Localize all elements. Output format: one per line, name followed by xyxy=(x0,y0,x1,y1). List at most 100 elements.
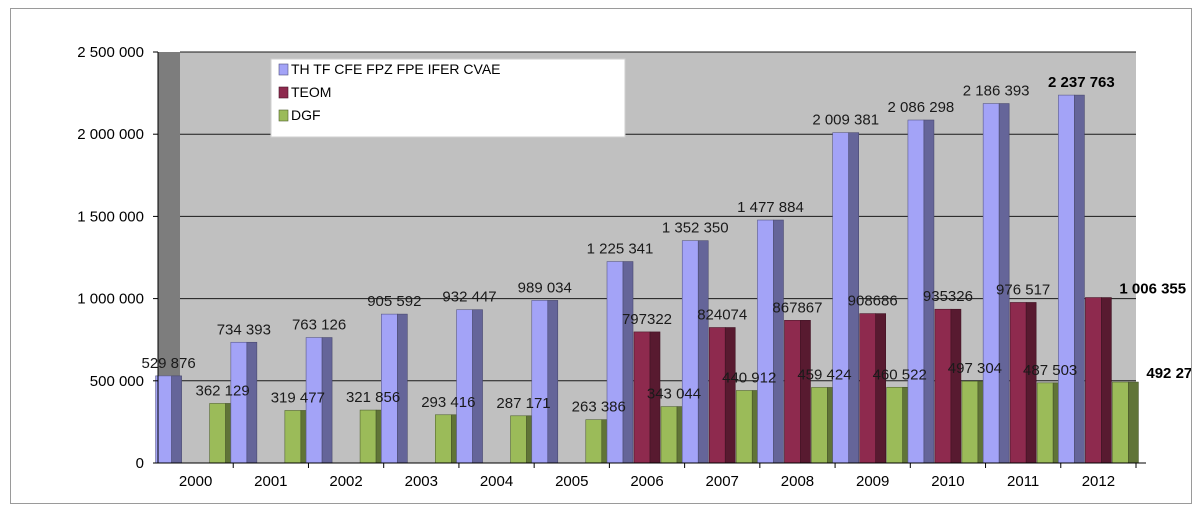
legend-swatch xyxy=(278,109,289,122)
bar-side xyxy=(1101,297,1112,464)
bar xyxy=(435,414,452,464)
bar xyxy=(1112,381,1129,464)
x-tick-label: 2011 xyxy=(1007,473,1039,490)
x-tick-label: 2007 xyxy=(706,473,739,490)
bar-side xyxy=(724,327,736,464)
data-label: 1 006 355 xyxy=(1119,281,1186,298)
legend: TH TF CFE FPZ FPE IFER CVAE TEOM DGF xyxy=(270,58,626,138)
data-label: 867867 xyxy=(772,299,822,316)
bar-side xyxy=(547,300,559,464)
data-label: 362 129 xyxy=(195,382,249,399)
bar xyxy=(531,300,549,464)
data-label: 734 393 xyxy=(217,321,271,338)
data-label: 2 086 298 xyxy=(888,99,955,116)
data-label: 440 912 xyxy=(722,370,776,387)
data-label: 1 352 350 xyxy=(662,220,729,237)
x-tick-label: 2002 xyxy=(329,473,362,490)
data-label: 492 278 xyxy=(1146,365,1191,382)
chart-frame: 529 876 362 129 734 393 319 477 763 126 321 8… xyxy=(10,8,1192,504)
data-label: 497 304 xyxy=(948,360,1002,377)
bar xyxy=(359,409,377,464)
data-label: 529 876 xyxy=(141,355,195,372)
bar xyxy=(209,403,226,464)
data-label: 319 477 xyxy=(271,389,325,406)
bar-side xyxy=(1074,94,1085,464)
data-label: 263 386 xyxy=(572,399,626,416)
bar-side xyxy=(472,309,483,464)
axes: 0 500 000 1 000 000 1 500 000 2 000 000 2 500… xyxy=(77,44,1146,490)
bar xyxy=(961,380,979,464)
x-tick-label: 2001 xyxy=(254,473,287,490)
bar-side xyxy=(622,261,634,464)
data-label: 989 034 xyxy=(518,279,572,296)
data-label: 2 237 763 xyxy=(1048,74,1115,91)
data-label: 935326 xyxy=(923,288,973,305)
bar xyxy=(907,119,925,464)
bar xyxy=(832,132,849,464)
bar xyxy=(811,387,828,464)
bar xyxy=(708,327,726,464)
bar-side xyxy=(1025,302,1037,464)
bar-side xyxy=(1128,381,1139,464)
bars xyxy=(155,94,1139,464)
data-label: 797322 xyxy=(622,311,672,328)
bar-side xyxy=(800,320,811,464)
legend-swatch xyxy=(278,86,289,99)
data-label: 976 517 xyxy=(996,281,1050,298)
bar xyxy=(1009,302,1027,464)
data-label: 287 171 xyxy=(496,395,550,412)
data-label: 908686 xyxy=(848,293,898,310)
bar-side xyxy=(697,240,709,464)
x-tick-label: 2009 xyxy=(856,473,889,490)
data-label: 321 856 xyxy=(346,389,400,406)
data-label: 824074 xyxy=(697,307,747,324)
y-tick-label: 500 000 xyxy=(90,373,144,390)
bar xyxy=(934,308,952,464)
x-tick-label: 2012 xyxy=(1082,473,1115,490)
bar xyxy=(606,261,624,464)
bar-side xyxy=(773,219,784,464)
data-label: 763 126 xyxy=(292,317,346,334)
data-label: 932 447 xyxy=(442,289,496,306)
y-tick-label: 1 000 000 xyxy=(77,291,144,308)
bar xyxy=(660,406,678,464)
bar xyxy=(735,390,753,464)
data-label: 1 477 884 xyxy=(737,199,804,216)
bar-side xyxy=(171,375,182,464)
x-tick-label: 2000 xyxy=(179,473,212,490)
bar xyxy=(284,410,302,464)
bar-side xyxy=(950,308,962,464)
data-label: 2 009 381 xyxy=(812,112,879,129)
bar-side xyxy=(246,341,258,464)
bar xyxy=(1058,94,1075,464)
bar xyxy=(510,415,527,464)
x-tick-label: 2008 xyxy=(781,473,814,490)
bar xyxy=(1085,297,1102,464)
data-label: 460 522 xyxy=(873,366,927,383)
bar xyxy=(784,320,801,464)
plot-side-wall xyxy=(158,52,180,463)
data-label: 1 225 341 xyxy=(587,241,654,258)
data-label: 2 186 393 xyxy=(963,83,1030,100)
legend-label: DGF xyxy=(291,107,321,123)
y-tick-label: 0 xyxy=(136,455,144,472)
bar-side xyxy=(875,313,886,464)
legend-box xyxy=(270,58,626,138)
y-tick-label: 1 500 000 xyxy=(77,208,144,225)
bar xyxy=(1036,382,1054,464)
data-label: 459 424 xyxy=(797,366,851,383)
legend-label: TH TF CFE FPZ FPE IFER CVAE xyxy=(291,61,501,77)
data-label: 905 592 xyxy=(367,293,421,310)
data-label: 487 503 xyxy=(1023,362,1077,379)
legend-label: TEOM xyxy=(291,84,331,100)
bar xyxy=(456,309,473,464)
bar xyxy=(230,341,248,464)
legend-swatch xyxy=(278,63,289,76)
y-tick-label: 2 500 000 xyxy=(77,44,144,61)
x-tick-label: 2005 xyxy=(555,473,588,490)
bar xyxy=(585,419,603,464)
bar xyxy=(859,313,876,464)
data-label: 293 416 xyxy=(421,394,475,411)
